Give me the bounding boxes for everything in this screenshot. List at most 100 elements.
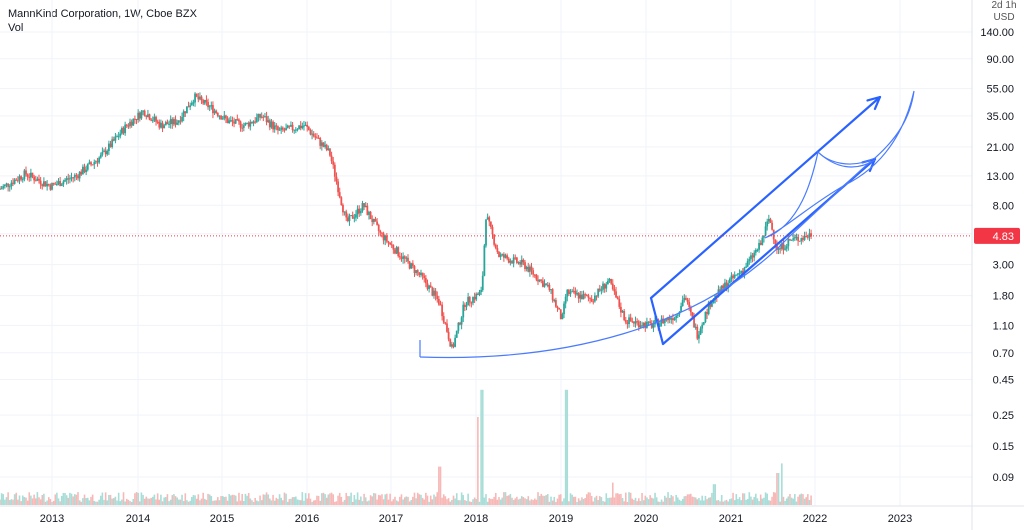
volume-bar — [507, 495, 510, 505]
volume-bar — [559, 494, 562, 505]
volume-bar — [618, 494, 621, 505]
candle-body — [62, 181, 65, 185]
candle-body — [668, 317, 671, 320]
candle-body — [15, 179, 18, 181]
candle-body — [273, 125, 276, 130]
volume-bar — [38, 497, 40, 505]
candle-body — [759, 242, 762, 245]
volume-bar — [681, 499, 684, 505]
volume-bar — [364, 497, 367, 505]
volume-bar — [283, 492, 286, 505]
volume-bar — [90, 496, 92, 505]
candle-body — [602, 283, 604, 290]
volume-bar — [555, 501, 557, 505]
volume-bar — [363, 493, 365, 505]
candle-body — [553, 299, 556, 301]
volume-bar — [711, 492, 713, 505]
candle-body — [403, 256, 406, 259]
candle-body — [351, 215, 354, 219]
volume-bar — [356, 492, 359, 505]
candle-body — [340, 197, 343, 205]
candle-body — [719, 289, 721, 293]
y-tick-label: 0.09 — [993, 472, 1014, 484]
candle-body — [494, 244, 497, 249]
candle-body — [452, 344, 455, 347]
candle-body — [384, 235, 387, 241]
candle-body — [626, 322, 629, 325]
candle-body — [21, 179, 24, 181]
candle-body — [296, 129, 299, 131]
volume-bar — [756, 498, 759, 505]
candle-body — [189, 105, 192, 108]
candle-body — [46, 183, 49, 187]
candle-body — [379, 230, 382, 233]
candle-body — [405, 257, 408, 259]
candle-body — [268, 120, 271, 128]
volume-bar — [223, 496, 226, 505]
candle-body — [117, 136, 120, 138]
volume-bar — [62, 492, 65, 505]
volume-bar — [722, 501, 725, 505]
candle-body — [423, 275, 426, 279]
volume-bar — [290, 498, 292, 505]
channel-upper-line — [649, 95, 882, 300]
candle-body — [145, 116, 148, 118]
candle-body — [724, 282, 726, 289]
candle-body — [543, 283, 546, 287]
candle-body — [792, 238, 795, 240]
volume-bar — [138, 501, 141, 505]
x-tick-label: 2016 — [295, 513, 319, 525]
candle-body — [613, 289, 616, 292]
candle-body — [808, 233, 811, 238]
candle-body — [147, 114, 149, 118]
volume-bar — [533, 498, 536, 505]
candle-body — [103, 150, 105, 152]
candle-body — [359, 211, 362, 214]
volume-bar — [34, 498, 37, 505]
candle-body — [28, 176, 31, 178]
volume-bar — [729, 499, 731, 505]
volume-bar — [39, 499, 42, 505]
volume-bar — [540, 493, 543, 505]
candle-body — [130, 121, 133, 126]
projection-dip — [817, 151, 876, 168]
candle-body — [142, 110, 144, 112]
candle-body — [472, 297, 474, 303]
candle-body — [36, 178, 39, 181]
volume-bar — [602, 501, 604, 505]
candle-body — [600, 289, 603, 291]
volume-bar — [225, 496, 227, 505]
candle-body — [208, 106, 211, 108]
candle-body — [381, 232, 383, 234]
volume-bar — [121, 499, 123, 505]
volume-bar — [5, 497, 8, 505]
volume-bar — [727, 501, 729, 505]
volume-bar — [348, 496, 351, 505]
candle-body — [353, 217, 356, 219]
candle-body — [618, 299, 621, 307]
volume-bar — [147, 498, 149, 505]
volume-bar — [688, 494, 690, 505]
volume-bar — [755, 493, 757, 505]
volume-bar — [543, 495, 546, 505]
candle-body — [418, 272, 421, 275]
volume-bar — [613, 497, 616, 505]
volume-bar — [784, 500, 786, 505]
volume-bar — [18, 495, 21, 505]
trend-drawings[interactable] — [419, 90, 915, 359]
volume-bar — [416, 492, 419, 505]
x-tick-label: 2019 — [549, 513, 573, 525]
candle-body — [369, 211, 372, 220]
candle-body — [94, 161, 97, 163]
candle-body — [249, 121, 252, 127]
candle-body — [364, 205, 367, 208]
currency-indicator[interactable]: 2d 1h USD — [986, 0, 1022, 24]
volume-bar — [703, 500, 705, 505]
volume-bar — [395, 500, 398, 505]
candle-body — [90, 162, 92, 165]
candle-body — [545, 283, 548, 285]
volume-bar — [337, 495, 339, 505]
candle-body — [291, 124, 294, 131]
volume-bar — [230, 495, 232, 505]
